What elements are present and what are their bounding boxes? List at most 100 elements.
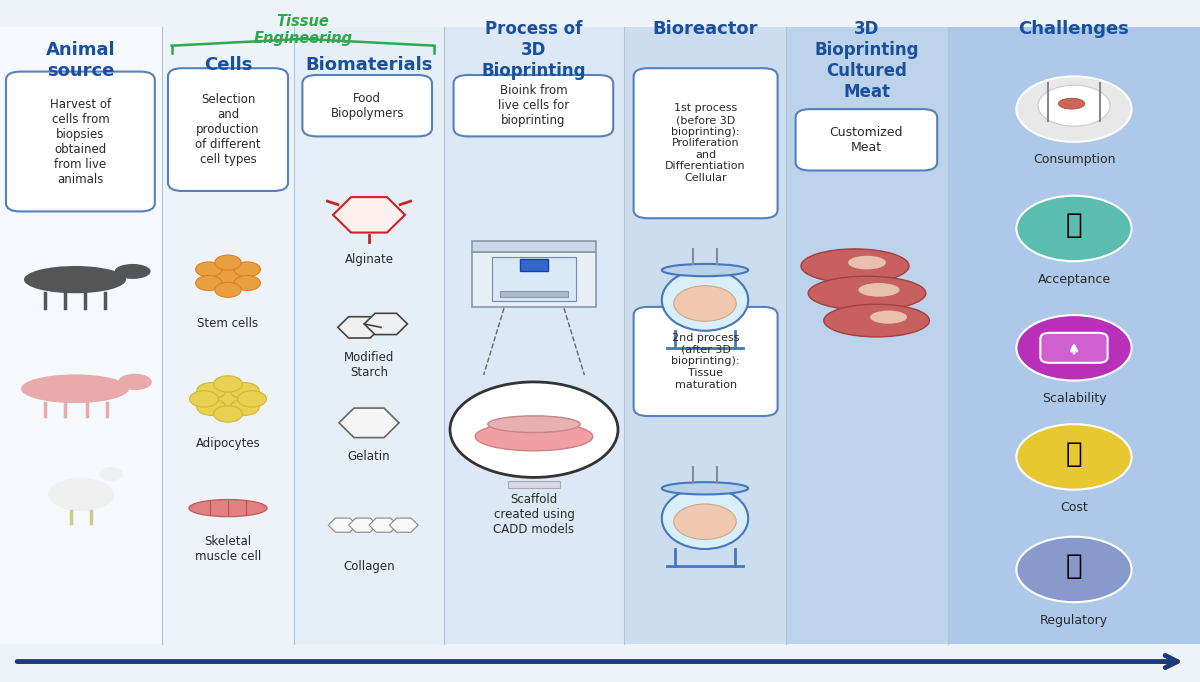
Circle shape xyxy=(215,269,241,284)
Polygon shape xyxy=(328,518,358,532)
Polygon shape xyxy=(332,197,406,233)
Text: Scalability: Scalability xyxy=(1042,392,1106,405)
FancyBboxPatch shape xyxy=(168,68,288,191)
Text: Tissue
Engineering: Tissue Engineering xyxy=(253,14,353,46)
Text: Adipocytes: Adipocytes xyxy=(196,436,260,450)
Circle shape xyxy=(450,382,618,477)
FancyBboxPatch shape xyxy=(634,307,778,416)
Ellipse shape xyxy=(809,276,926,310)
Circle shape xyxy=(238,391,266,407)
Text: Process of
3D
Bioprinting: Process of 3D Bioprinting xyxy=(481,20,587,80)
Text: Selection
and
production
of different
cell types: Selection and production of different ce… xyxy=(196,93,260,166)
Polygon shape xyxy=(390,518,419,532)
Text: 3D
Bioprinting
Cultured
Meat: 3D Bioprinting Cultured Meat xyxy=(815,20,919,101)
Bar xyxy=(492,257,576,301)
Polygon shape xyxy=(338,316,382,338)
Ellipse shape xyxy=(22,374,130,403)
Text: Acceptance: Acceptance xyxy=(1038,273,1110,286)
Ellipse shape xyxy=(487,416,581,432)
Circle shape xyxy=(214,376,242,392)
Text: Scaffold
created using
CADD models: Scaffold created using CADD models xyxy=(493,493,575,537)
Text: 💰: 💰 xyxy=(1066,439,1082,468)
Text: Stem cells: Stem cells xyxy=(198,317,258,331)
Circle shape xyxy=(215,255,241,270)
Text: Cells: Cells xyxy=(204,56,252,74)
Bar xyxy=(0,27,162,644)
Text: Harvest of
cells from
biopsies
obtained
from live
animals: Harvest of cells from biopsies obtained … xyxy=(50,98,110,186)
Ellipse shape xyxy=(48,478,114,511)
Ellipse shape xyxy=(802,249,910,283)
Circle shape xyxy=(1016,424,1132,490)
Text: Bioink from
live cells for
bioprinting: Bioink from live cells for bioprinting xyxy=(498,84,569,128)
Bar xyxy=(294,27,444,644)
FancyBboxPatch shape xyxy=(796,109,937,170)
Bar xyxy=(472,252,596,307)
Circle shape xyxy=(1016,196,1132,261)
Text: Bioreactor: Bioreactor xyxy=(653,20,757,38)
Ellipse shape xyxy=(824,304,930,337)
Ellipse shape xyxy=(858,283,900,297)
Ellipse shape xyxy=(98,467,124,481)
Text: Challenges: Challenges xyxy=(1019,20,1129,38)
Circle shape xyxy=(1038,85,1110,126)
Text: Gelatin: Gelatin xyxy=(348,450,390,464)
Polygon shape xyxy=(348,518,377,532)
Circle shape xyxy=(197,399,226,415)
Text: 👍: 👍 xyxy=(1066,211,1082,239)
Bar xyxy=(786,27,948,644)
Text: Animal
source: Animal source xyxy=(46,41,116,80)
Ellipse shape xyxy=(662,482,749,494)
Text: 2nd process
(after 3D
bioprinting):
Tissue
maturation: 2nd process (after 3D bioprinting): Tiss… xyxy=(671,333,740,389)
FancyBboxPatch shape xyxy=(6,72,155,211)
Ellipse shape xyxy=(475,422,593,451)
Circle shape xyxy=(230,399,259,415)
Bar xyxy=(520,259,548,271)
Text: Alginate: Alginate xyxy=(344,252,394,266)
Text: Skeletal
muscle cell: Skeletal muscle cell xyxy=(194,535,262,563)
FancyBboxPatch shape xyxy=(1040,333,1108,363)
Bar xyxy=(162,27,294,644)
FancyArrowPatch shape xyxy=(17,655,1177,668)
Bar xyxy=(948,27,1200,644)
FancyBboxPatch shape xyxy=(302,75,432,136)
Text: Modified
Starch: Modified Starch xyxy=(344,351,394,379)
Ellipse shape xyxy=(118,374,152,390)
Ellipse shape xyxy=(24,266,126,293)
Circle shape xyxy=(234,262,260,277)
Circle shape xyxy=(234,276,260,291)
Text: Food
Biopolymers: Food Biopolymers xyxy=(330,91,404,120)
Bar xyxy=(500,291,568,297)
Text: 📋: 📋 xyxy=(1066,552,1082,580)
Ellipse shape xyxy=(674,286,737,321)
Circle shape xyxy=(214,391,242,407)
Circle shape xyxy=(215,282,241,297)
FancyBboxPatch shape xyxy=(634,68,778,218)
Bar xyxy=(472,241,596,252)
Ellipse shape xyxy=(848,256,886,269)
Circle shape xyxy=(1016,315,1132,381)
Circle shape xyxy=(214,406,242,422)
Polygon shape xyxy=(365,313,408,335)
Circle shape xyxy=(196,262,222,277)
Circle shape xyxy=(230,383,259,399)
Ellipse shape xyxy=(870,310,907,324)
Ellipse shape xyxy=(662,488,749,549)
Text: Cost: Cost xyxy=(1060,501,1088,514)
Ellipse shape xyxy=(115,264,151,279)
Bar xyxy=(444,27,624,644)
Ellipse shape xyxy=(1058,98,1085,109)
FancyBboxPatch shape xyxy=(454,75,613,136)
Text: 1st process
(before 3D
bioprinting):
Proliferation
and
Differentiation
Cellular: 1st process (before 3D bioprinting): Pro… xyxy=(665,104,746,183)
Circle shape xyxy=(197,383,226,399)
Ellipse shape xyxy=(662,269,749,331)
Polygon shape xyxy=(338,408,398,438)
Ellipse shape xyxy=(662,264,749,276)
Polygon shape xyxy=(370,518,398,532)
Text: Collagen: Collagen xyxy=(343,559,395,573)
Circle shape xyxy=(1016,537,1132,602)
Bar xyxy=(508,481,560,488)
Text: Customized
Meat: Customized Meat xyxy=(829,125,904,154)
Circle shape xyxy=(196,276,222,291)
Bar xyxy=(624,27,786,644)
Ellipse shape xyxy=(674,504,737,539)
